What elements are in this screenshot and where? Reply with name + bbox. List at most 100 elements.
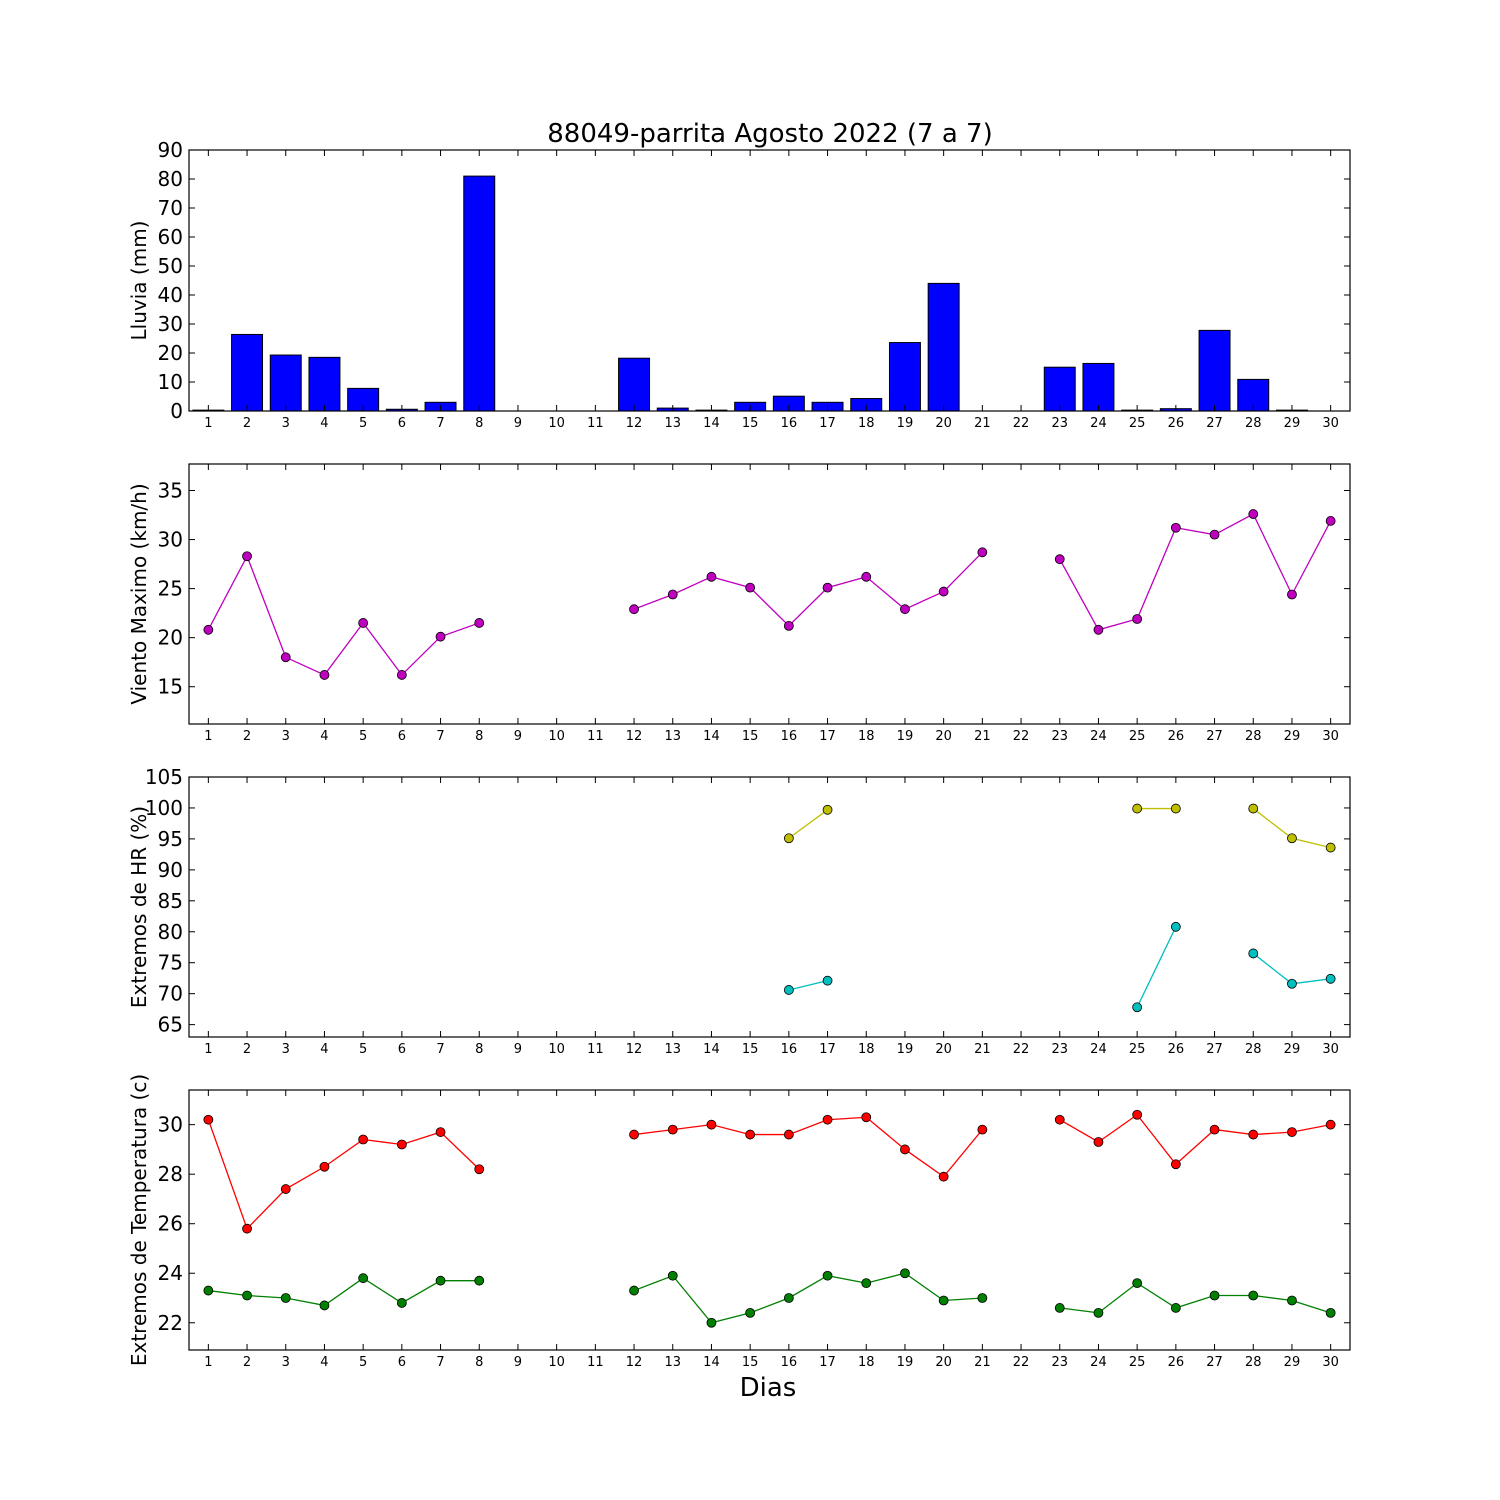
x-tick-label: 4 (320, 416, 328, 431)
x-tick-label: 19 (897, 729, 914, 744)
series-1-point-day-16 (783, 1129, 794, 1140)
series-2-point-day-13 (667, 1270, 678, 1281)
series-1-point-day-30 (1325, 842, 1336, 853)
series-2-point-day-6 (396, 1298, 407, 1308)
y-tick-label: 85 (158, 889, 183, 913)
series-1-point-day-23 (1054, 554, 1065, 565)
series-1-line-segment (633, 1116, 983, 1178)
x-tick-label: 9 (514, 1355, 522, 1370)
series-2-point-day-17 (822, 975, 833, 986)
series-1-point-day-20 (938, 586, 949, 597)
series-2-point-day-20 (938, 1295, 949, 1306)
axes-frame (188, 776, 1351, 1038)
x-tick-label: 27 (1206, 729, 1223, 744)
y-tick-label: 70 (158, 982, 183, 1006)
series-1-point-day-17 (822, 1114, 833, 1125)
y-axis-label: Viento Maximo (km/h) (127, 483, 151, 704)
series-2-point-day-25 (1132, 1278, 1143, 1289)
x-tick-label: 5 (359, 1355, 367, 1370)
series-1-point-day-26 (1170, 803, 1181, 814)
axes-frame (188, 1089, 1351, 1351)
series-1-point-day-25 (1132, 614, 1143, 624)
bar-day-24 (1082, 362, 1115, 412)
series-1-point-day-1 (203, 624, 214, 635)
x-tick-label: 4 (320, 729, 328, 744)
x-tick-label: 15 (742, 1042, 759, 1057)
series-1-point-day-4 (319, 670, 330, 680)
x-axis-label: Dias (740, 1373, 797, 1403)
series-2-point-day-26 (1170, 1303, 1181, 1313)
x-tick-label: 12 (626, 1355, 643, 1370)
x-tick-label: 7 (436, 416, 444, 431)
x-tick-label: 18 (858, 1355, 875, 1370)
x-tick-label: 24 (1090, 729, 1107, 744)
bar-day-12 (618, 357, 651, 412)
series-2-point-day-30 (1325, 973, 1336, 984)
series-1-point-day-6 (396, 670, 407, 680)
x-tick-label: 15 (742, 1355, 759, 1370)
x-tick-label: 8 (475, 729, 483, 744)
x-tick-label: 12 (626, 729, 643, 744)
x-tick-label: 18 (858, 1042, 875, 1057)
x-tick-label: 20 (935, 729, 952, 744)
y-tick-label: 30 (158, 528, 183, 552)
x-tick-label: 27 (1206, 416, 1223, 431)
x-tick-label: 13 (664, 729, 681, 744)
series-2-point-day-29 (1287, 1295, 1297, 1306)
x-tick-label: 24 (1090, 1042, 1107, 1057)
series-2-point-day-8 (474, 1275, 485, 1286)
x-tick-label: 20 (935, 1042, 952, 1057)
series-2-point-day-21 (977, 1293, 988, 1303)
x-tick-label: 13 (664, 1355, 681, 1370)
x-tick-label: 25 (1129, 416, 1146, 431)
series-1-point-day-12 (629, 604, 639, 615)
x-tick-label: 20 (935, 416, 952, 431)
series-1-point-day-28 (1248, 803, 1259, 814)
x-tick-label: 11 (587, 1042, 604, 1057)
series-1-point-day-13 (667, 1124, 678, 1135)
series-2-point-day-12 (629, 1285, 639, 1296)
series-1-point-day-21 (977, 1124, 988, 1135)
x-tick-label: 27 (1206, 1042, 1223, 1057)
series-1-point-day-13 (667, 589, 678, 600)
bar-day-27 (1198, 329, 1231, 412)
series-1-point-day-14 (706, 571, 717, 582)
series-2-point-day-14 (706, 1317, 717, 1328)
series-1-point-day-2 (242, 551, 252, 562)
x-tick-label: 16 (781, 416, 798, 431)
x-tick-label: 12 (626, 416, 643, 431)
y-tick-label: 22 (158, 1311, 183, 1335)
series-1-point-day-17 (822, 582, 833, 593)
x-tick-label: 5 (359, 1042, 367, 1057)
series-1-point-day-27 (1209, 529, 1220, 540)
y-tick-label: 15 (158, 675, 183, 699)
y-tick-label: 50 (158, 254, 183, 278)
bar-day-4 (308, 356, 341, 412)
x-tick-label: 5 (359, 729, 367, 744)
series-1-point-day-8 (474, 618, 485, 628)
bar-day-8 (463, 175, 496, 412)
x-tick-label: 15 (742, 416, 759, 431)
x-tick-label: 29 (1284, 1355, 1301, 1370)
x-tick-label: 10 (548, 729, 565, 744)
series-2-point-day-25 (1132, 1002, 1143, 1013)
x-tick-label: 16 (781, 1355, 798, 1370)
series-1-point-day-25 (1132, 1109, 1143, 1120)
x-tick-label: 19 (897, 416, 914, 431)
x-tick-label: 12 (626, 1042, 643, 1057)
series-1-point-day-26 (1170, 1159, 1181, 1170)
x-tick-label: 19 (897, 1042, 914, 1057)
x-tick-label: 16 (781, 729, 798, 744)
series-1-point-day-18 (861, 1112, 872, 1123)
x-tick-label: 1 (204, 1042, 212, 1057)
series-1-point-day-3 (280, 1184, 291, 1194)
x-tick-label: 23 (1051, 416, 1068, 431)
y-tick-label: 24 (158, 1261, 183, 1285)
x-tick-label: 29 (1284, 729, 1301, 744)
series-1-point-day-4 (319, 1161, 330, 1172)
y-tick-label: 26 (158, 1212, 183, 1236)
